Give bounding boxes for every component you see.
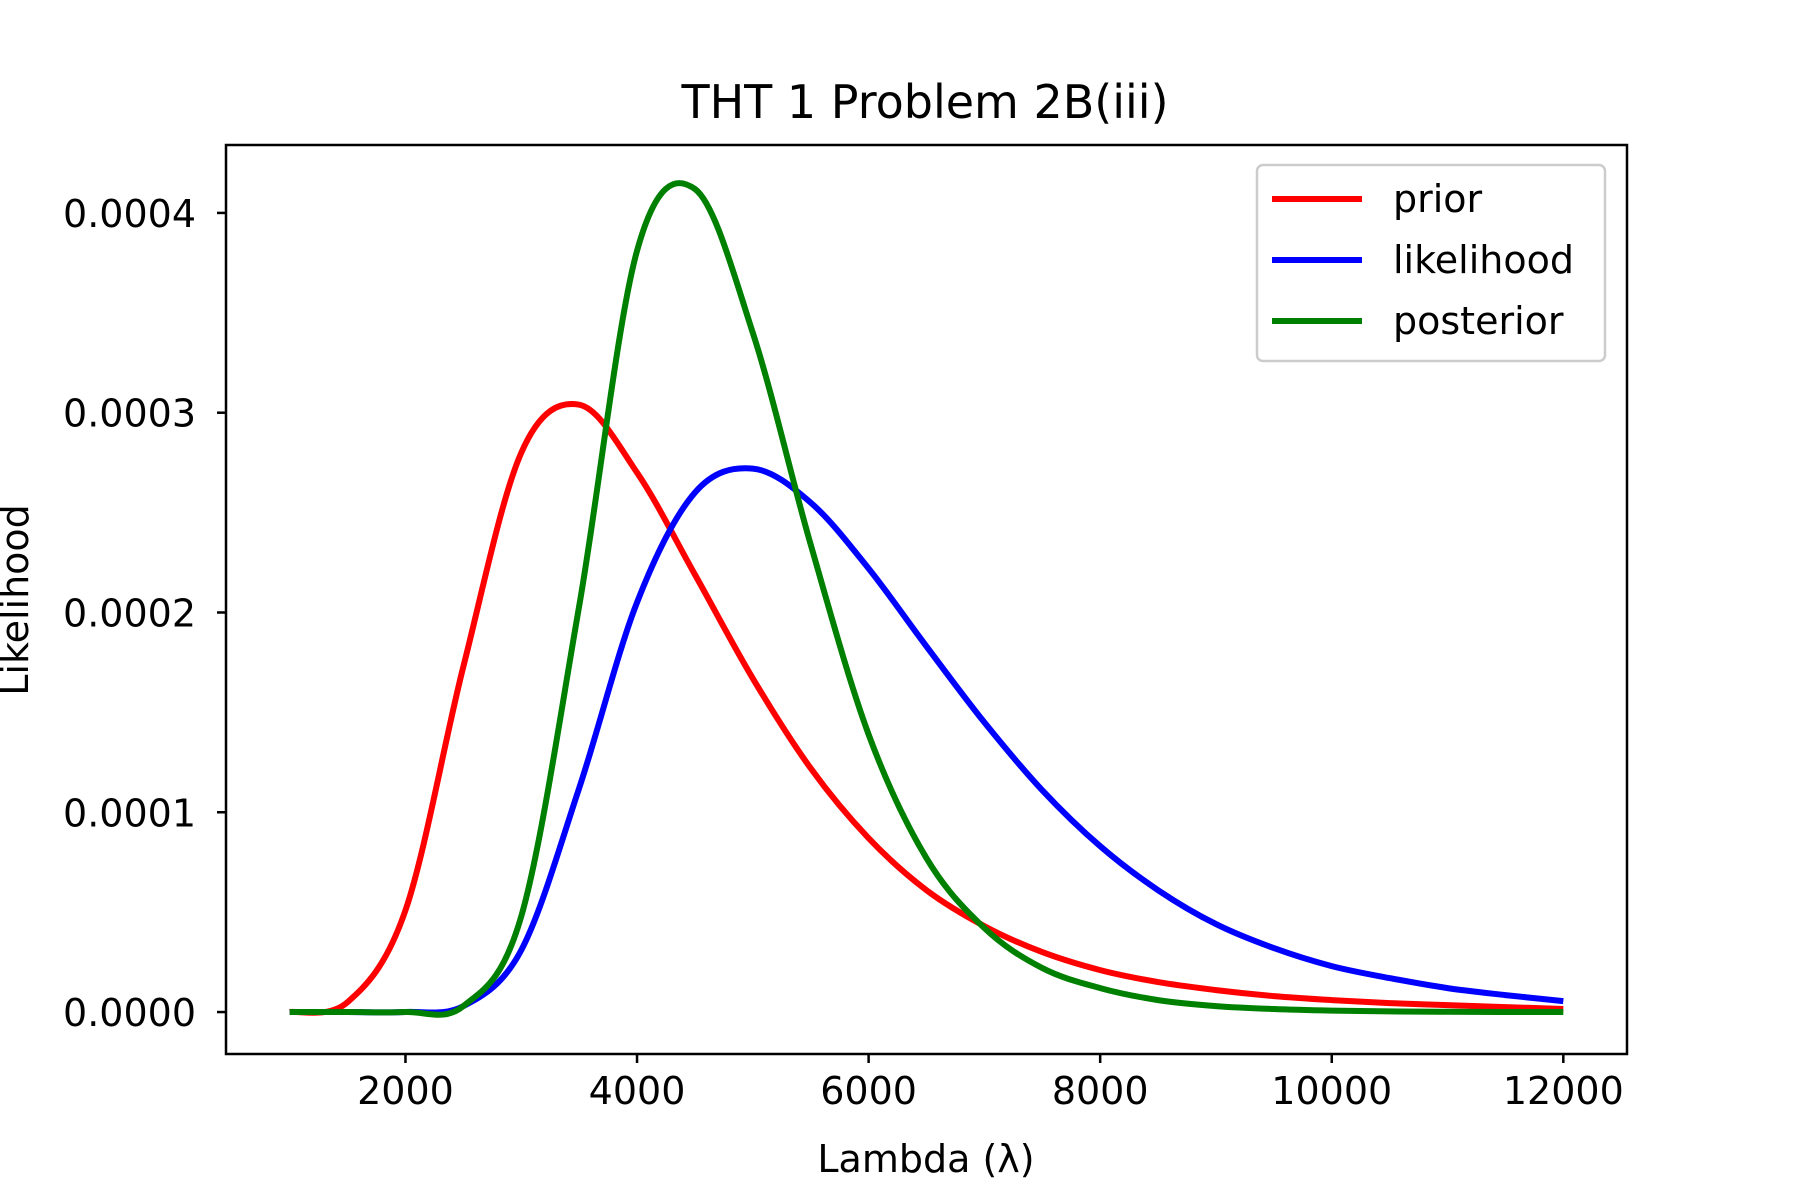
y-tick-label: 0.0001 [63,791,196,835]
y-tick-label: 0.0003 [63,392,196,436]
x-axis-ticks: 2000 4000 6000 8000 10000 12000 [357,1054,1624,1113]
legend-label-likelihood: likelihood [1393,238,1574,282]
x-tick-label: 2000 [357,1069,454,1113]
y-axis-ticks: 0.0000 0.0001 0.0002 0.0003 0.0004 [63,192,226,1035]
x-axis-label: Lambda (λ) [817,1137,1034,1181]
series-line-prior [289,401,1564,1016]
legend-label-posterior: posterior [1393,299,1564,343]
legend-label-prior: prior [1393,177,1483,221]
x-tick-label: 10000 [1271,1069,1392,1113]
y-tick-label: 0.0004 [63,192,196,236]
legend: prior likelihood posterior [1255,163,1607,363]
x-tick-label: 12000 [1503,1069,1624,1113]
plot-frame [224,143,1629,1056]
plot-lines [289,180,1564,1018]
series-line-posterior [289,180,1564,1018]
x-tick-label: 4000 [589,1069,686,1113]
legend-frame [1255,163,1607,363]
series-line-likelihood [289,465,1564,1016]
y-tick-label: 0.0002 [63,591,196,635]
x-tick-label: 8000 [1052,1069,1149,1113]
y-tick-label: 0.0000 [63,991,196,1035]
x-tick-label: 6000 [820,1069,917,1113]
chart-title: THT 1 Problem 2B(iii) [680,75,1168,129]
y-axis-label: Likelihood [0,504,37,696]
